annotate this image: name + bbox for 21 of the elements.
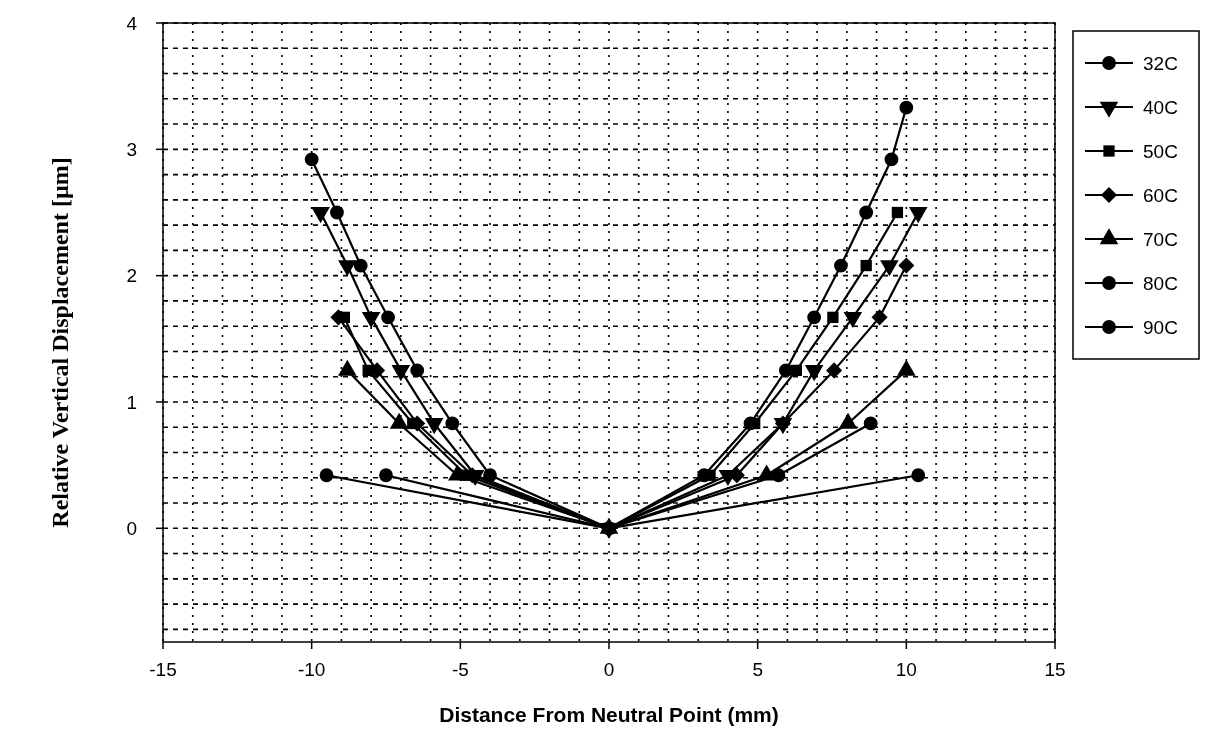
legend-label: 80C bbox=[1143, 272, 1178, 294]
y-axis-title: Relative Vertical Displacement [µm] bbox=[47, 157, 73, 528]
x-tick-label: 10 bbox=[895, 659, 917, 680]
legend-label: 60C bbox=[1143, 184, 1178, 206]
x-tick-label: -15 bbox=[149, 659, 177, 680]
x-tick-label: 15 bbox=[1044, 659, 1066, 680]
x-tick-label: -10 bbox=[297, 659, 326, 680]
legend-label: 90C bbox=[1143, 316, 1178, 338]
x-tick-label: 0 bbox=[603, 659, 615, 680]
x-tick-label: -5 bbox=[451, 659, 469, 680]
y-tick-label: 3 bbox=[126, 138, 137, 160]
legend-label: 50C bbox=[1143, 140, 1178, 162]
x-tick-label: 5 bbox=[752, 659, 763, 680]
y-tick-label: 1 bbox=[126, 391, 137, 413]
legend-label: 32C bbox=[1143, 52, 1178, 74]
x-axis-title: Distance From Neutral Point (mm) bbox=[439, 703, 779, 726]
legend-label: 40C bbox=[1143, 96, 1178, 118]
y-tick-label: 0 bbox=[126, 517, 137, 539]
y-tick-label: 4 bbox=[126, 12, 138, 34]
y-tick-label: 2 bbox=[126, 265, 137, 287]
legend-label: 70C bbox=[1143, 228, 1178, 250]
